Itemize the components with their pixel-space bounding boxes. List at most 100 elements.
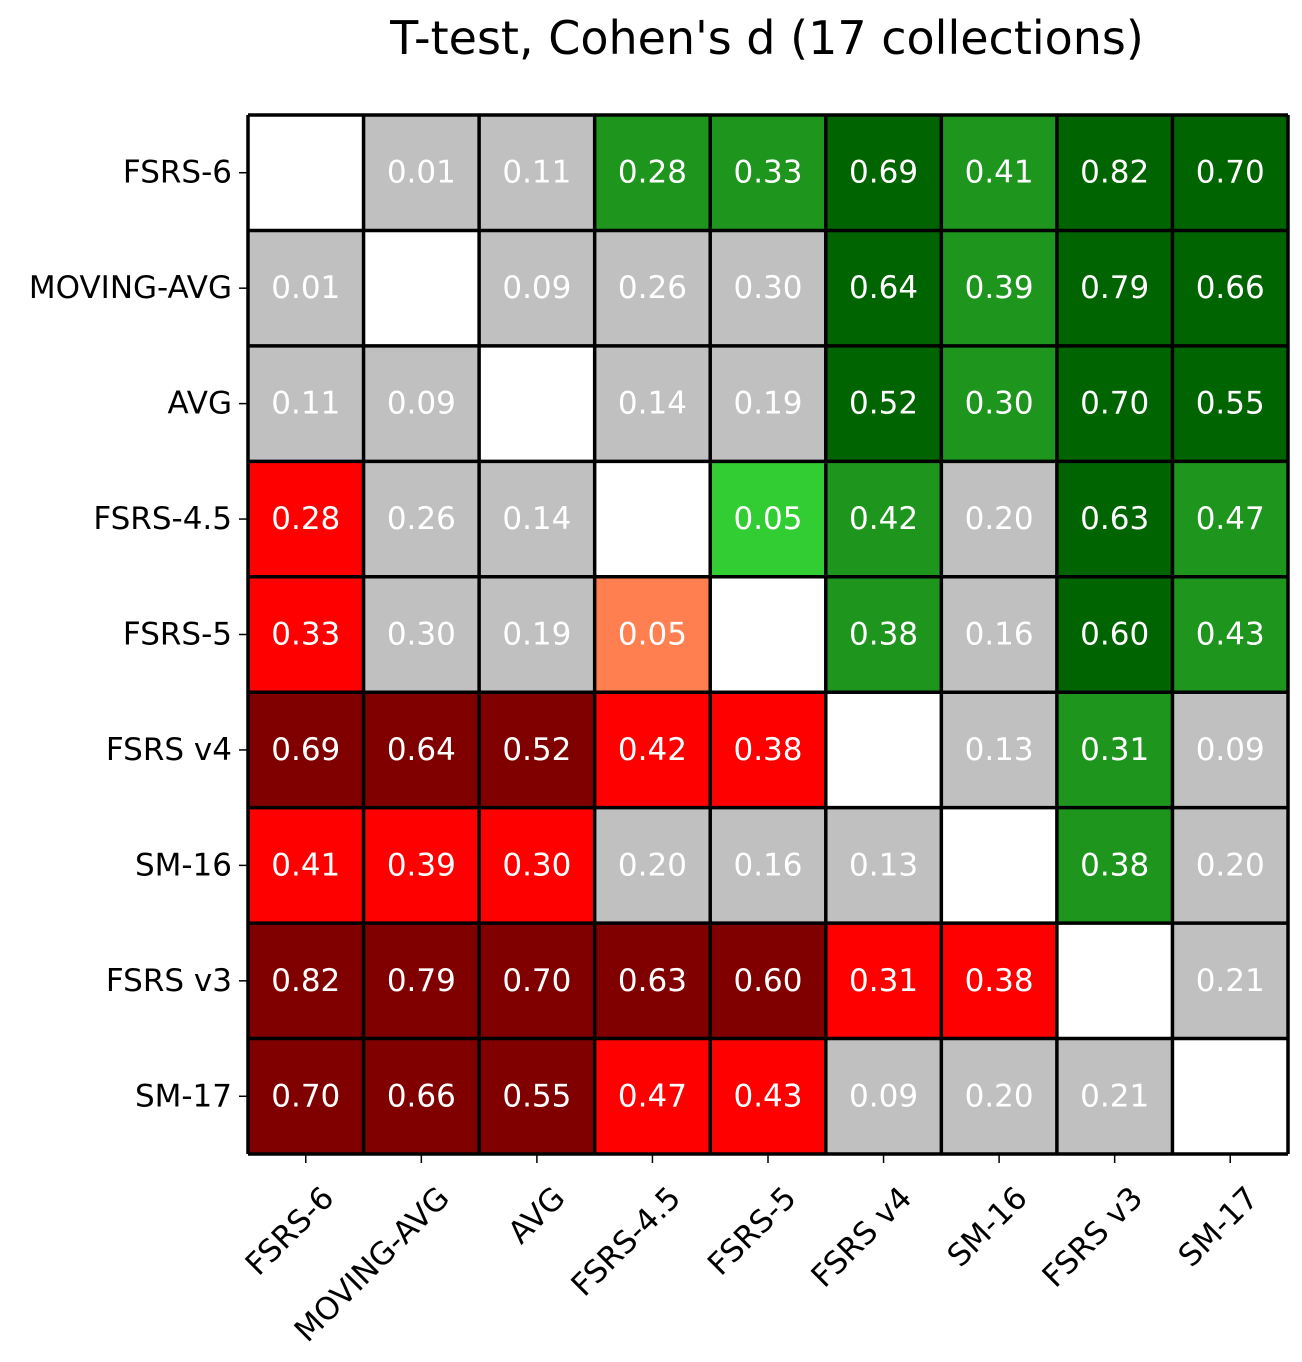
heatmap-cell-label: 0.38 [1080, 847, 1149, 883]
heatmap-cell-label: 0.05 [733, 501, 802, 537]
heatmap-cell [1172, 230, 1288, 346]
heatmap-cell-label: 0.11 [271, 386, 340, 422]
heatmap-cell [825, 576, 942, 693]
heatmap-cell [1056, 461, 1173, 577]
heatmap-cell-label: 0.09 [387, 386, 456, 422]
x-tick-label: FSRS-6 [239, 1180, 342, 1283]
x-tick-label: SM-16 [941, 1180, 1035, 1274]
heatmap-cell-label: 0.28 [271, 501, 340, 537]
heatmap-cell-label: 0.19 [502, 617, 571, 653]
heatmap-cell [825, 807, 942, 924]
heatmap-cell [941, 345, 1057, 462]
heatmap-cell-label: 0.66 [387, 1078, 456, 1114]
heatmap-cell-label: 0.11 [502, 155, 571, 191]
heatmap-cell [1056, 692, 1173, 808]
heatmap-cell-label: 0.69 [271, 732, 340, 768]
heatmap-cell [1056, 115, 1173, 231]
heatmap-cell-label: 0.01 [387, 155, 456, 191]
heatmap-cell [594, 576, 711, 693]
heatmap-cell-label: 0.30 [502, 847, 571, 883]
heatmap-cell-label: 0.05 [618, 617, 687, 653]
y-tick-label: FSRS-6 [123, 155, 232, 191]
y-tick-label: SM-17 [135, 1078, 232, 1114]
heatmap-cell [363, 115, 480, 231]
heatmap-cell-label: 0.70 [502, 963, 571, 999]
heatmap-cell [363, 345, 480, 462]
heatmap-cell [479, 1038, 595, 1154]
heatmap-cell-label: 0.20 [1196, 847, 1265, 883]
heatmap-cell [710, 807, 826, 924]
heatmap-cell [710, 230, 826, 346]
heatmap-cell [248, 807, 364, 924]
heatmap-cell [363, 576, 480, 693]
heatmap-cell [363, 692, 480, 808]
heatmap-cell-label: 0.64 [387, 732, 456, 768]
heatmap-cell [825, 1038, 942, 1154]
heatmap-cell-label: 0.09 [1196, 732, 1265, 768]
heatmap-cell-label: 0.39 [965, 270, 1034, 306]
heatmap-cell [1172, 461, 1288, 577]
heatmap-cell-label: 0.14 [618, 386, 687, 422]
heatmap-cell [1172, 807, 1288, 924]
heatmap-cell [594, 807, 711, 924]
heatmap-cell-label: 0.20 [965, 1078, 1034, 1114]
heatmap-cell-label: 0.41 [965, 155, 1034, 191]
heatmap-cell [594, 230, 711, 346]
heatmap-cell-label: 0.82 [271, 963, 340, 999]
y-axis-tick-labels: FSRS-6 MOVING-AVG AVG FSRS-4.5 FSRS-5 FSRS v4… [29, 155, 232, 1115]
heatmap-cell-label: 0.47 [1196, 501, 1265, 537]
heatmap-cell [363, 807, 480, 924]
heatmap-cell [1056, 576, 1173, 693]
heatmap-cell-label: 0.69 [849, 155, 918, 191]
heatmap-cell-label: 0.16 [965, 617, 1034, 653]
heatmap-cell-label: 0.39 [387, 847, 456, 883]
y-tick-label: FSRS-4.5 [93, 501, 232, 537]
heatmap-cell [594, 923, 711, 1039]
x-tick-label: AVG [501, 1180, 572, 1251]
heatmap-cell-label: 0.70 [1196, 155, 1265, 191]
heatmap-cell-label: 0.55 [502, 1078, 571, 1114]
heatmap-cell-label: 0.64 [849, 270, 918, 306]
heatmap-cell-label: 0.82 [1080, 155, 1149, 191]
heatmap-cell [479, 807, 595, 924]
heatmap-cell-label: 0.09 [849, 1078, 918, 1114]
heatmap-cell [363, 923, 480, 1039]
heatmap-cell [1172, 923, 1288, 1039]
heatmap-cell-label: 0.33 [733, 155, 802, 191]
x-axis-ticks [305, 1154, 1231, 1163]
y-axis-ticks [239, 171, 248, 1098]
heatmap-cell-label: 0.13 [965, 732, 1034, 768]
heatmap-cell [479, 115, 595, 231]
heatmap-cells [248, 115, 1288, 1154]
y-tick-label: FSRS v4 [106, 732, 232, 768]
heatmap-cell-label: 0.70 [271, 1078, 340, 1114]
y-tick-label: SM-16 [135, 847, 232, 883]
heatmap-cell-label: 0.52 [849, 386, 918, 422]
heatmap-cell [363, 230, 480, 346]
heatmap-cell-label: 0.26 [618, 270, 687, 306]
heatmap-cell-label: 0.30 [733, 270, 802, 306]
heatmap-cell [248, 1038, 364, 1154]
heatmap-cell [594, 115, 711, 231]
heatmap-cell [1056, 807, 1173, 924]
heatmap-cell-label: 0.14 [502, 501, 571, 537]
heatmap-cell-label: 0.60 [733, 963, 802, 999]
heatmap-cell-label: 0.20 [618, 847, 687, 883]
heatmap-cell-label: 0.28 [618, 155, 687, 191]
y-tick-label: FSRS-5 [123, 617, 232, 653]
heatmap-cell-label: 0.79 [387, 963, 456, 999]
heatmap-cell [941, 692, 1057, 808]
heatmap-cell-label: 0.60 [1080, 617, 1149, 653]
heatmap-cell [594, 692, 711, 808]
heatmap-cell [1056, 923, 1173, 1039]
heatmap-cell-label: 0.13 [849, 847, 918, 883]
heatmap-cell-label: 0.26 [387, 501, 456, 537]
heatmap-cell [594, 461, 711, 577]
heatmap-cell [479, 923, 595, 1039]
heatmap-cell [941, 230, 1057, 346]
heatmap-cell-label: 0.30 [965, 386, 1034, 422]
heatmap-cell-label: 0.63 [1080, 501, 1149, 537]
heatmap-cell-label: 0.31 [1080, 732, 1149, 768]
heatmap-cell [363, 461, 480, 577]
